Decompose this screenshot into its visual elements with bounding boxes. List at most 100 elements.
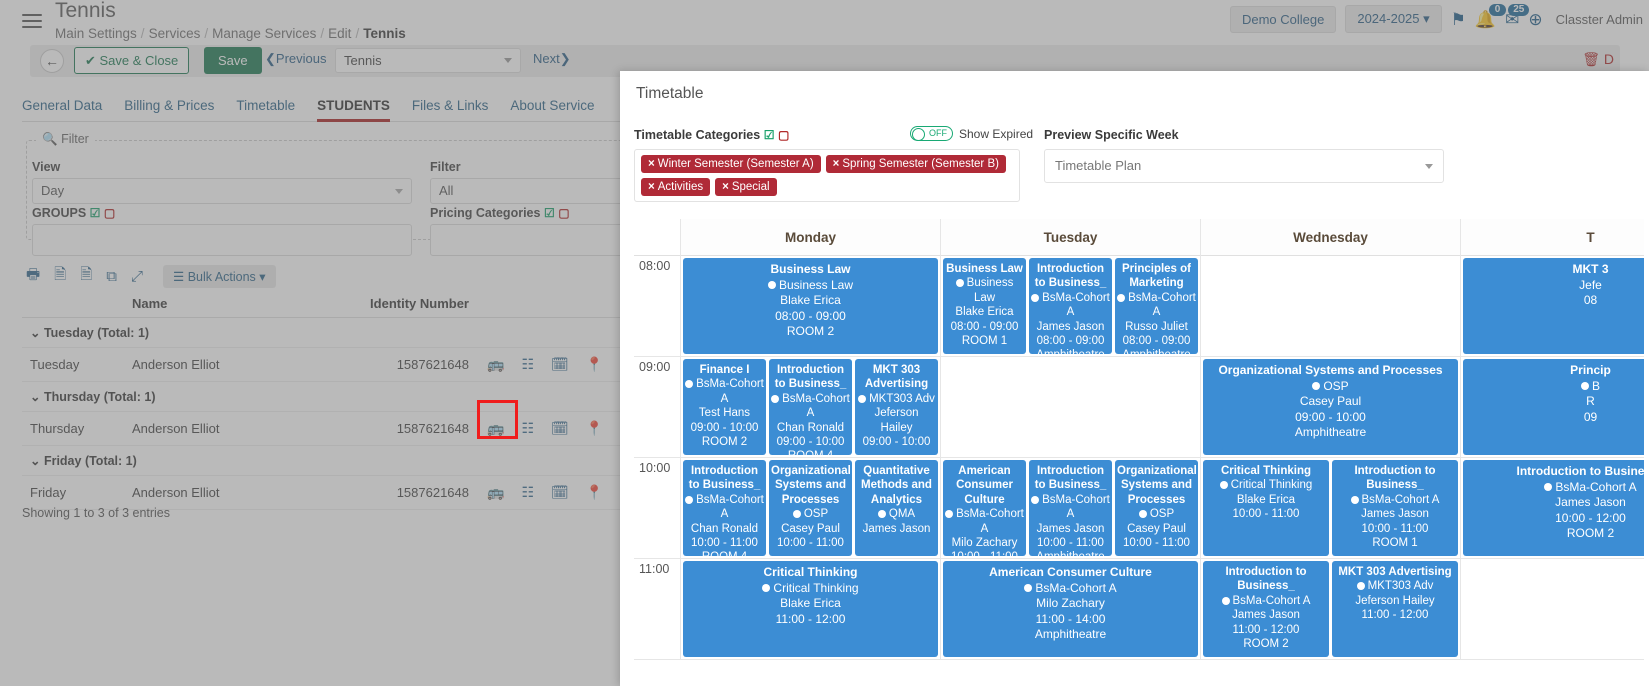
previous-button[interactable]: ❮Previous <box>265 51 327 66</box>
timetable-slot[interactable] <box>1201 256 1460 357</box>
timetable-event[interactable]: Business Law Business Law Blake Erica 08:00… <box>683 258 938 354</box>
remove-chip-icon[interactable]: × <box>722 181 729 193</box>
next-button[interactable]: Next❯ <box>533 51 571 66</box>
org-selector[interactable]: Demo College <box>1229 5 1337 33</box>
category-chip[interactable]: × Activities <box>641 178 711 196</box>
timetable-event[interactable]: Introduction to Business_BsMa-Cohort AJa… <box>1463 460 1644 556</box>
breadcrumb-item-2[interactable]: Manage Services <box>212 26 317 41</box>
timetable-event[interactable]: MKT 3 Jefe 08 <box>1463 258 1644 354</box>
timetable-slot[interactable]: Introduction to Business_ BsMa-Cohort A Ch… <box>681 458 940 559</box>
timetable-slot[interactable]: Critical Thinking Critical Thinking Blake … <box>1201 458 1460 559</box>
clear-all-icon[interactable]: ▢ <box>558 206 570 220</box>
timetable-slot[interactable]: Business Law Business Law Blake Erica 08:00… <box>681 256 940 357</box>
bus-icon[interactable]: 🚌 <box>487 420 505 436</box>
tab-files-links[interactable]: Files & Links <box>411 98 489 113</box>
tab-timetable[interactable]: Timetable <box>236 98 296 113</box>
mail-icon[interactable]: ✉ 25 <box>1505 3 1530 28</box>
timetable-event[interactable]: MKT 303 Advertising MKT303 Adv Jeferson Ha… <box>855 359 938 455</box>
timetable-slot[interactable] <box>1461 559 1644 660</box>
clear-all-icon[interactable]: ▢ <box>777 128 790 142</box>
category-chip[interactable]: × Winter Semester (Semester A) <box>641 155 821 173</box>
delete-icon[interactable]: 🗑 D <box>1582 51 1614 67</box>
flag-icon[interactable]: ⚑ <box>1450 9 1466 29</box>
group-row-tuesday[interactable]: ⌄ Tuesday (Total: 1) <box>22 318 622 348</box>
timetable-event[interactable]: Critical Thinking Critical Thinking Blake … <box>1203 460 1329 556</box>
show-expired-toggle[interactable]: OFF <box>910 126 953 141</box>
timetable-slot[interactable]: American Consumer Culture BsMa-Cohort A Mi… <box>941 559 1200 660</box>
location-pin-icon[interactable]: 📍 <box>585 420 604 436</box>
timetable-event[interactable]: Principles of Marketing BsMa-Cohort A Russ… <box>1115 258 1198 354</box>
tab-billing-prices[interactable]: Billing & Prices <box>124 98 215 113</box>
bulk-actions-button[interactable]: ☰ Bulk Actions ▾ <box>163 265 276 288</box>
clear-all-icon[interactable]: ▢ <box>103 206 116 220</box>
print-icon[interactable]: 🖶 <box>26 266 41 283</box>
remove-chip-icon[interactable]: × <box>648 158 655 170</box>
timetable-slot[interactable] <box>941 357 1200 458</box>
academic-year-selector[interactable]: 2024-2025 ▾ <box>1345 5 1442 33</box>
timetable-event[interactable]: Introduction to Business_ BsMa-Cohort A Ch… <box>683 460 766 556</box>
save-and-close-button[interactable]: ✔ Save & Close <box>74 47 190 74</box>
category-chip[interactable]: × Spring Semester (Semester B) <box>825 155 1006 173</box>
timetable-event[interactable]: American Consumer Culture BsMa-Cohort A Mi… <box>943 460 1026 556</box>
remove-chip-icon[interactable]: × <box>648 181 655 193</box>
timetable-event[interactable]: MKT 303 Advertising MKT303 Adv Jeferson Ha… <box>1332 561 1458 657</box>
view-select[interactable]: Day <box>32 178 412 204</box>
excel-export-icon[interactable]: 🗎 <box>54 266 67 283</box>
select-all-icon[interactable]: ☑ <box>543 206 555 220</box>
timetable-slot[interactable]: Business Law Business Law Blake Erica 08:00… <box>941 256 1200 357</box>
remove-chip-icon[interactable]: × <box>832 158 840 170</box>
timetable-event[interactable]: Business Law Business Law Blake Erica 08:00… <box>943 258 1026 354</box>
preview-week-select[interactable]: Timetable Plan <box>1044 149 1444 183</box>
bus-icon[interactable]: 🚌 <box>487 484 505 500</box>
table-row[interactable]: Thursday Anderson Elliot 1587621648 🚌 ☷ … <box>22 412 622 446</box>
timetable-event[interactable]: Quantitative Methods and Analytics QMA Jam… <box>855 460 938 556</box>
group-row-friday[interactable]: ⌄ Friday (Total: 1) <box>22 446 622 476</box>
timetable-slot[interactable]: Finance I BsMa-Cohort A Test Hans 09:00 - 1… <box>681 357 940 458</box>
tab-about-service[interactable]: About Service <box>510 98 595 113</box>
timetable-slot[interactable]: American Consumer Culture BsMa-Cohort A Mi… <box>941 458 1200 559</box>
calendar-icon[interactable]: 🗓 <box>551 420 569 436</box>
groups-input[interactable] <box>32 224 412 256</box>
bus-icon[interactable]: 🚌 <box>487 356 505 372</box>
expand-icon[interactable]: ⤢ <box>131 268 144 285</box>
timetable-slot[interactable]: Princip B R 09 <box>1461 357 1644 458</box>
tab-general-data[interactable]: General Data <box>22 98 103 113</box>
table-row[interactable]: Friday Anderson Elliot 1587621648 🚌 ☷ 🗓 … <box>22 476 622 510</box>
zoom-in-icon[interactable]: ⊕ <box>1528 9 1543 29</box>
location-pin-icon[interactable]: 📍 <box>585 484 604 500</box>
timetable-event[interactable]: Introduction to Business_ BsMa-Cohort A Ch… <box>769 359 852 455</box>
timetable-event[interactable]: Finance I BsMa-Cohort A Test Hans 09:00 - 1… <box>683 359 766 455</box>
timetable-event[interactable]: Organizational Systems and Processes OSP C… <box>1115 460 1198 556</box>
category-chip[interactable]: × Special <box>715 178 777 196</box>
timetable-event[interactable]: American Consumer Culture BsMa-Cohort A Mi… <box>943 561 1198 657</box>
timetable-slot[interactable]: Introduction to Business_BsMa-Cohort AJa… <box>1461 458 1644 559</box>
timetable-event[interactable]: Critical Thinking Critical Thinking Blake … <box>683 561 938 657</box>
timetable-event[interactable]: Organizational Systems and Processes OSP C… <box>769 460 852 556</box>
list-icon[interactable]: ☷ <box>521 356 534 372</box>
calendar-icon[interactable]: 🗓 <box>551 484 569 500</box>
record-select[interactable]: Tennis <box>335 48 521 73</box>
timetable-event[interactable]: Organizational Systems and Processes OSP C… <box>1203 359 1458 455</box>
breadcrumb-item-1[interactable]: Services <box>148 26 201 41</box>
timetable-event[interactable]: Princip B R 09 <box>1463 359 1644 455</box>
copy-icon[interactable]: ⧉ <box>106 268 118 285</box>
select-all-icon[interactable]: ☑ <box>89 206 101 220</box>
breadcrumb-item-0[interactable]: Main Settings <box>55 26 137 41</box>
timetable-slot[interactable]: Organizational Systems and Processes OSP C… <box>1201 357 1460 458</box>
list-icon[interactable]: ☷ <box>521 484 534 500</box>
timetable-slot[interactable]: Critical Thinking Critical Thinking Blake … <box>681 559 940 660</box>
timetable-categories-box[interactable]: × Winter Semester (Semester A) × Spring Se… <box>634 149 1020 202</box>
timetable-slot[interactable]: MKT 3 Jefe 08 <box>1461 256 1644 357</box>
tab-students[interactable]: STUDENTS <box>317 98 390 122</box>
back-arrow-icon[interactable]: ← <box>40 49 64 73</box>
select-all-icon[interactable]: ☑ <box>763 128 775 142</box>
bell-icon[interactable]: 🔔 0 <box>1475 3 1507 28</box>
table-row[interactable]: Tuesday Anderson Elliot 1587621648 🚌 ☷ 🗓… <box>22 348 622 382</box>
menu-toggle-icon[interactable] <box>22 14 42 29</box>
breadcrumb-item-3[interactable]: Edit <box>328 26 352 41</box>
